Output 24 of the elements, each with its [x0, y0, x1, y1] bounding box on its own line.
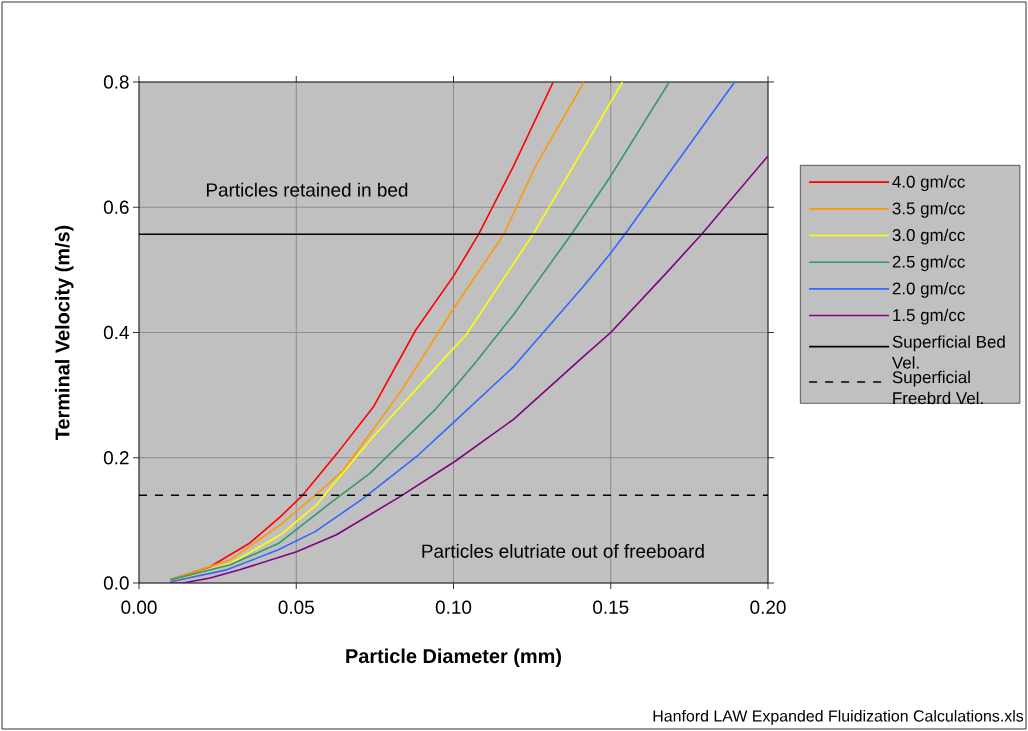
legend-label: 3.0 gm/cc	[892, 228, 965, 245]
legend-label: 1.5 gm/cc	[893, 308, 965, 325]
y-axis-title: Terminal Velocity (m/s)	[54, 225, 74, 441]
y-tick-label: 0.2	[103, 451, 129, 465]
y-tick-label: 0.6	[103, 200, 129, 214]
x-tick-label: 0.10	[435, 600, 472, 614]
x-tick-label: 0.05	[278, 600, 314, 614]
x-axis-title: Particle Diameter (mm)	[346, 648, 561, 668]
y-tick-label: 0.8	[103, 75, 129, 89]
x-tick-label: 0.20	[750, 600, 786, 614]
legend-label: Superficial Freebrd Vel.	[892, 370, 983, 405]
annotation: Particles elutriate out of freeboard	[422, 543, 704, 558]
y-tick-label: 0.0	[103, 576, 129, 590]
legend-label: Superficial Bed Vel.	[891, 335, 1005, 369]
legend-label: 4.0 gm/cc	[892, 175, 965, 192]
legend-label: 2.0 gm/cc	[892, 282, 965, 298]
annotation: Particles retained in bed	[206, 182, 408, 197]
legend-label: 3.5 gm/cc	[892, 201, 965, 218]
x-tick-label: 0.00	[121, 600, 157, 614]
y-tick-label: 0.4	[103, 325, 129, 340]
x-tick-label: 0.15	[593, 600, 629, 614]
text: Hanford LAW Expanded Fluidization Calculations.xls	[653, 709, 1024, 725]
line-series	[169, 155, 769, 583]
legend-label: 2.5 gm/cc	[892, 255, 965, 272]
